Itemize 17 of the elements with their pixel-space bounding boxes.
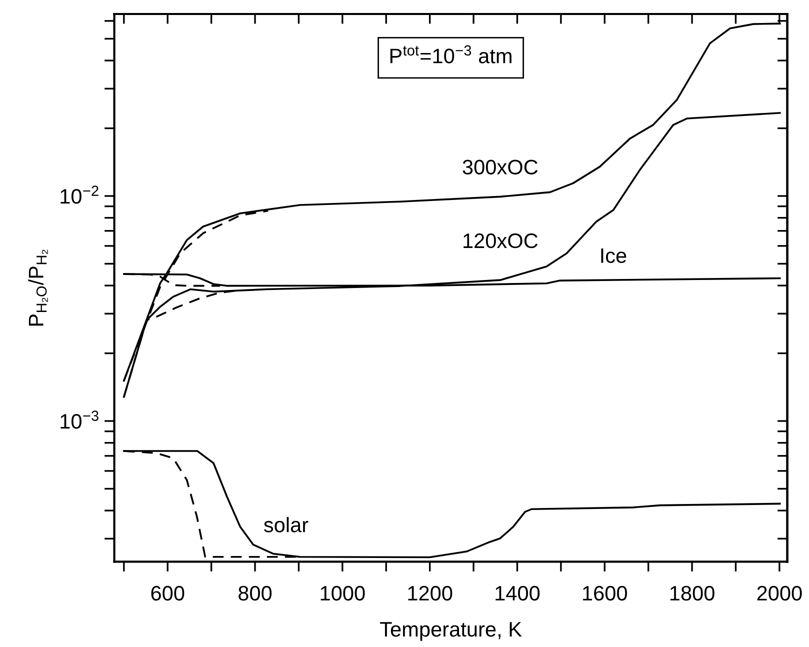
x-tick-label: 1800 — [670, 586, 714, 601]
y-tick-label: 10$^{−3}$ — [60, 410, 98, 429]
x-tick-label: 2000 — [757, 586, 802, 601]
series-label: 300xOC — [462, 160, 538, 175]
y-axis-title: P$_{H₂O}$/P$_{H₂}$ — [28, 250, 48, 326]
x-tick-label: 1400 — [496, 586, 540, 601]
y-tick-label: 10$^{−2}$ — [60, 186, 98, 204]
series-label: Ice — [601, 248, 626, 264]
x-tick-label: 1600 — [583, 586, 627, 601]
x-tick-label: 1200 — [408, 586, 452, 601]
x-tick-label: 800 — [238, 586, 272, 601]
x-tick-label: 600 — [151, 586, 184, 601]
annotation: P$^{tot}$=10$^{−3}$ atm — [390, 45, 512, 64]
series-label: solar — [264, 517, 308, 532]
x-tick-label: 1000 — [320, 586, 365, 601]
series-label: 120xOC — [464, 233, 538, 248]
x-axis-title: Temperature, K — [380, 622, 522, 641]
